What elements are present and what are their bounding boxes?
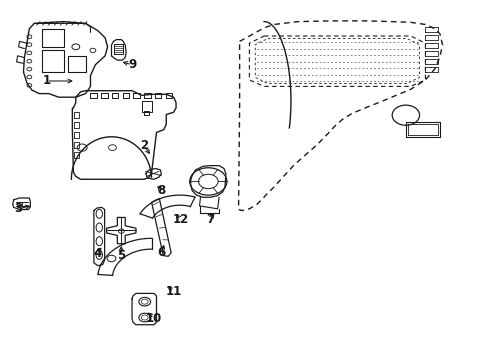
Text: 11: 11 bbox=[165, 285, 182, 298]
Text: 12: 12 bbox=[172, 213, 189, 226]
Text: 2: 2 bbox=[140, 139, 148, 152]
Text: 8: 8 bbox=[157, 184, 165, 197]
Text: 1: 1 bbox=[42, 75, 50, 87]
Text: 3: 3 bbox=[15, 202, 22, 215]
Text: 7: 7 bbox=[206, 213, 214, 226]
Text: 4: 4 bbox=[94, 247, 102, 260]
Text: 10: 10 bbox=[145, 312, 162, 325]
Text: 6: 6 bbox=[157, 246, 165, 258]
Text: 9: 9 bbox=[128, 58, 136, 71]
Text: 5: 5 bbox=[117, 249, 125, 262]
